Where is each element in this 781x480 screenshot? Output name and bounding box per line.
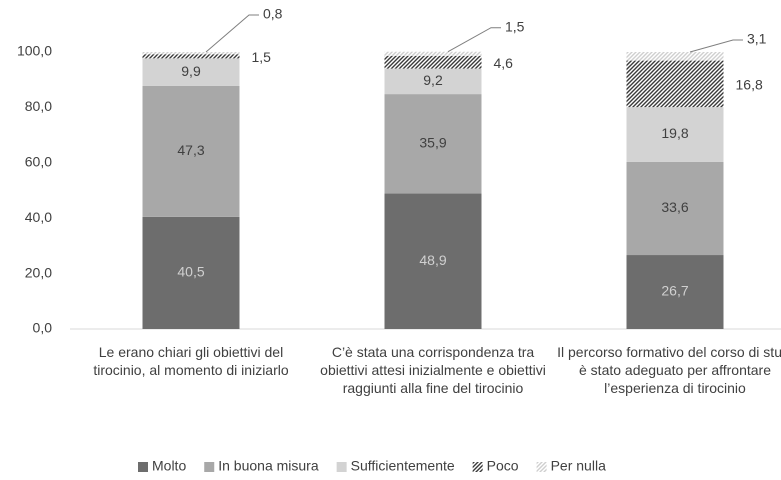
bar-segment [384,94,482,194]
data-label: 0,8 [263,6,283,22]
data-label: 4,6 [494,55,514,71]
bar-segment [626,60,724,108]
bar-segment [384,51,482,56]
legend-swatch [472,462,483,472]
leader-line [689,39,743,53]
y-tick-label: 80,0 [25,98,52,114]
legend-label: Molto [152,458,186,474]
data-label: 26,7 [661,283,688,299]
legend-swatch [204,462,215,472]
data-label: 33,6 [661,199,688,215]
leader-line [205,14,259,53]
bar-segment [142,216,240,329]
legend-label: In buona misura [218,458,319,474]
x-tick-label: Le erano chiari gli obiettivi del tiroci… [93,344,289,378]
bar-segment [142,54,240,59]
x-tick-label: C’è stata una corrispondenza tra obietti… [320,344,546,396]
data-label: 40,5 [177,264,204,280]
data-label: 1,5 [252,49,272,65]
bar-segment [384,68,482,95]
x-tick-label: Il percorso formativo del corso di studi… [557,344,781,396]
bar-segment [384,55,482,69]
bar-segment [626,255,724,329]
data-label: 16,8 [736,77,763,93]
y-tick-label: 60,0 [25,154,52,170]
y-tick-label: 100,0 [17,43,52,59]
data-label: 19,8 [661,125,688,141]
bar-segment [142,58,240,86]
leader-line [447,27,501,53]
data-label: 1,5 [505,18,525,34]
y-tick-label: 0,0 [33,320,53,336]
data-label: 35,9 [419,135,446,151]
bar-segment [626,161,724,256]
bar-segment [626,107,724,162]
bar-segment [142,85,240,217]
legend-swatch [336,462,347,472]
bar-segment [384,193,482,329]
legend-label: Per nulla [551,458,606,474]
bar-segment [626,52,724,61]
legend-label: Sufficientemente [351,458,455,474]
data-label: 48,9 [419,252,446,268]
data-label: 3,1 [747,31,767,47]
bar-segment [142,52,240,55]
y-tick-label: 20,0 [25,264,52,280]
legend-swatch [536,462,547,472]
data-label: 9,2 [423,72,443,88]
legend-swatch [138,462,148,472]
legend-label: Poco [487,458,519,474]
data-label: 47,3 [177,142,204,158]
y-tick-label: 40,0 [25,209,52,225]
data-label: 9,9 [181,63,201,79]
